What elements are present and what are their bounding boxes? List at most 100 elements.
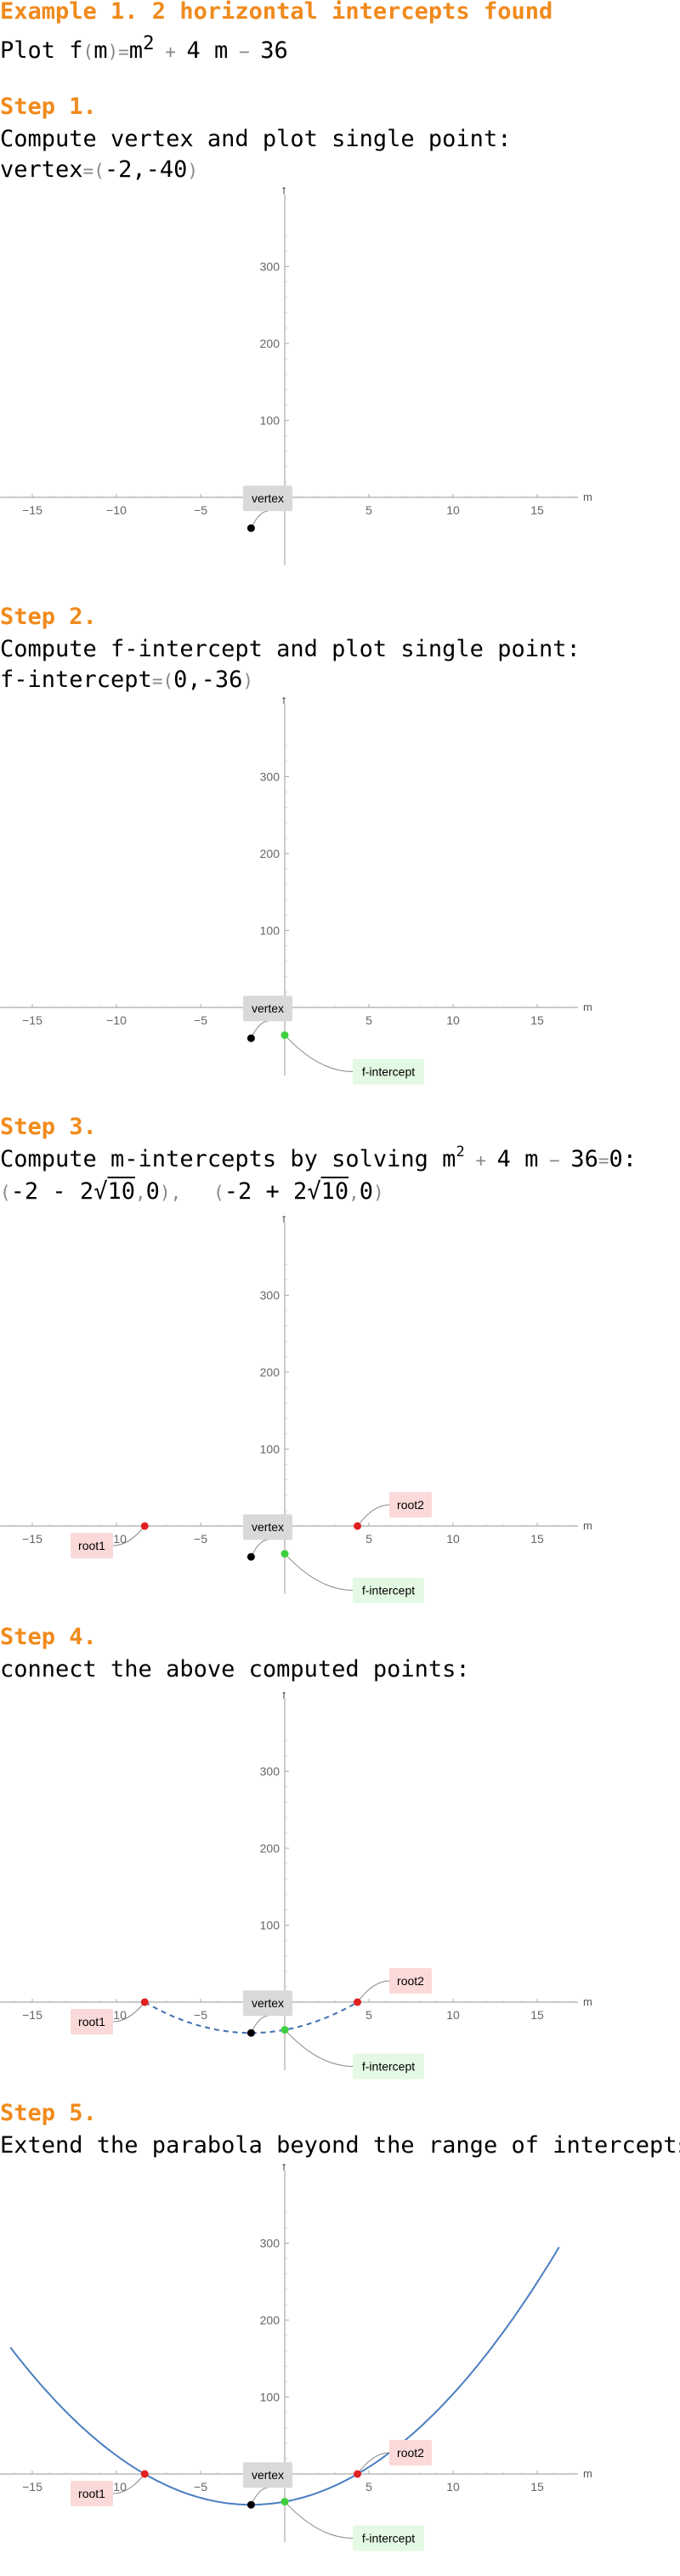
- root1-leader-line: [112, 2001, 145, 2023]
- x-tick-label: 15: [530, 1532, 544, 1546]
- root2-label-box: [389, 1968, 432, 1994]
- vertex-label-box: [243, 1990, 292, 2017]
- root1-point: [140, 1998, 149, 2006]
- f-intercept-label-text: f-intercept: [362, 1065, 415, 1079]
- vertex-label-text: vertex: [252, 2468, 284, 2482]
- x-tick-label: 10: [446, 1532, 460, 1546]
- y-tick-label: 100: [260, 414, 280, 428]
- x-tick-label: 10: [446, 1013, 460, 1027]
- f-intercept-leader-line: [284, 1553, 354, 1592]
- step-3-title: Step 3.: [0, 1114, 97, 1140]
- step-2-title: Step 2.: [0, 604, 97, 630]
- x-tick-label: 15: [530, 1013, 544, 1027]
- vertex-point: [246, 1552, 255, 1561]
- chart-step-5: m f −15 −10 −5 5 10 15 100 200 300 root1 root2 vertex…: [0, 2164, 680, 2572]
- x-tick-label: 15: [530, 2480, 544, 2494]
- x-tick-label: −15: [22, 503, 42, 517]
- x-tick-label: −5: [194, 2008, 207, 2022]
- f-intercept-point: [280, 2498, 289, 2506]
- root2-zero: 0: [359, 1178, 374, 1205]
- step-2-result-value: 0,-36: [173, 667, 243, 693]
- f-intercept-label-box: [353, 1577, 424, 1603]
- step-3-text-prefix: Compute m-intercepts by solving m: [0, 1146, 456, 1172]
- plot-rhs-c: 36: [260, 37, 288, 64]
- step-1-result-label: vertex: [0, 156, 83, 183]
- root1-point: [140, 2470, 149, 2478]
- root2-expr: -2 + 2: [224, 1178, 308, 1205]
- root1-label-box: [71, 1533, 113, 1558]
- step-1-result: vertex=(-2,-40): [0, 156, 199, 183]
- sqrt-icon: √: [94, 1178, 108, 1205]
- root2-sqrt-arg: 10: [320, 1178, 349, 1205]
- step-5-text: Extend the parabola beyond the range of …: [0, 2132, 680, 2159]
- vertex-label-text: vertex: [252, 1001, 284, 1015]
- y-tick-label: 100: [260, 1919, 280, 1932]
- x-tick-label: 5: [366, 2480, 372, 2494]
- y-tick-label: 300: [260, 1765, 280, 1779]
- step-5-title: Step 5.: [0, 2100, 97, 2126]
- vertex-label-box: [243, 2462, 292, 2488]
- vertex-point: [246, 2500, 255, 2509]
- chart-step-1-svg: m f −15 −10 −5 5 10 15 100 200 300 vertex: [0, 187, 592, 565]
- root1-sqrt-arg: 10: [107, 1178, 135, 1205]
- f-intercept-label-box: [353, 1058, 424, 1085]
- root2-label-text: root2: [397, 1498, 424, 1512]
- chart-step-2: m f −15 −10 −5 5 10 15 100 200 300 vertex f-intercep…: [0, 697, 680, 1105]
- f-intercept-label-text: f-intercept: [362, 2060, 415, 2074]
- x-axis-label: m: [583, 1519, 592, 1532]
- root1-label-box: [71, 2009, 113, 2034]
- f-intercept-leader-line: [284, 2501, 354, 2539]
- y-axis-label: f: [282, 187, 286, 196]
- y-tick-label: 200: [260, 847, 280, 860]
- f-intercept-leader-line: [284, 2029, 354, 2068]
- plot-rhs-b: 4 m: [186, 37, 229, 64]
- x-tick-label: −5: [194, 2480, 207, 2494]
- chart-step-2-svg: m f −15 −10 −5 5 10 15 100 200 300 vertex f-intercep…: [0, 697, 592, 1085]
- x-tick-label: 10: [446, 503, 460, 517]
- y-axis-label: f: [282, 1692, 286, 1701]
- f-intercept-label-box: [353, 2525, 424, 2551]
- x-tick-label: −10: [106, 1013, 127, 1027]
- y-tick-label: 200: [260, 1841, 280, 1855]
- root2-leader-line: [357, 2452, 390, 2475]
- x-tick-label: −5: [194, 1532, 207, 1546]
- root2-label-text: root2: [397, 1974, 424, 1988]
- x-tick-label: 15: [530, 2008, 544, 2022]
- vertex-label-box: [243, 485, 292, 512]
- x-tick-label: −10: [106, 503, 127, 517]
- vertex-point: [246, 2028, 255, 2037]
- f-intercept-point: [280, 1550, 289, 1558]
- f-intercept-point: [280, 2026, 289, 2034]
- vertex-label-box: [243, 1514, 292, 1540]
- root2-label-box: [389, 1492, 432, 1518]
- y-tick-label: 300: [260, 2237, 280, 2250]
- x-tick-label: 5: [366, 503, 372, 517]
- plot-exp: 2: [143, 32, 155, 54]
- plot-prefix: Plot f: [0, 37, 83, 64]
- root1-zero: 0: [145, 1178, 160, 1205]
- y-tick-label: 100: [260, 2391, 280, 2404]
- vertex-label-text: vertex: [252, 1520, 284, 1534]
- root2-point: [354, 1522, 362, 1530]
- step-2-text: Compute f-intercept and plot single poin…: [0, 636, 581, 662]
- x-tick-label: 5: [366, 1532, 372, 1546]
- x-tick-label: −15: [22, 2008, 42, 2022]
- x-axis-label: m: [583, 1001, 592, 1013]
- vertex-point: [246, 1034, 255, 1042]
- x-axis-label: m: [583, 1995, 592, 2008]
- y-tick-label: 100: [260, 1443, 280, 1456]
- step-1-title: Step 1.: [0, 94, 97, 120]
- vertex-point: [246, 524, 255, 532]
- f-intercept-label-box: [353, 2053, 424, 2080]
- y-axis-label: f: [282, 1216, 286, 1225]
- step-3-d: 0:: [609, 1146, 638, 1172]
- y-tick-label: 300: [260, 260, 280, 274]
- root1-leader-line: [112, 2473, 145, 2494]
- x-axis-label: m: [583, 2467, 592, 2480]
- step-3-b: 4 m: [496, 1146, 539, 1172]
- example-title: Example 1. 2 horizontal intercepts found: [0, 0, 553, 25]
- x-tick-label: −15: [22, 2480, 42, 2494]
- plot-rhs-a: m: [128, 37, 144, 64]
- chart-step-3-svg: mf−15 −10 −5 5 10 15100200300root1root2vertex…: [0, 1216, 592, 1603]
- root1-label-text: root1: [78, 1539, 105, 1552]
